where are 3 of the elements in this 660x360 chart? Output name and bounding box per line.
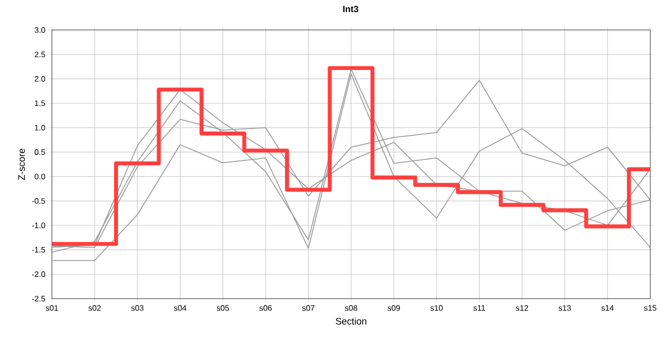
chart-title: Int3	[343, 6, 358, 12]
y-axis-title: Z-score	[18, 148, 25, 180]
x-axis-title: Section	[336, 318, 366, 325]
